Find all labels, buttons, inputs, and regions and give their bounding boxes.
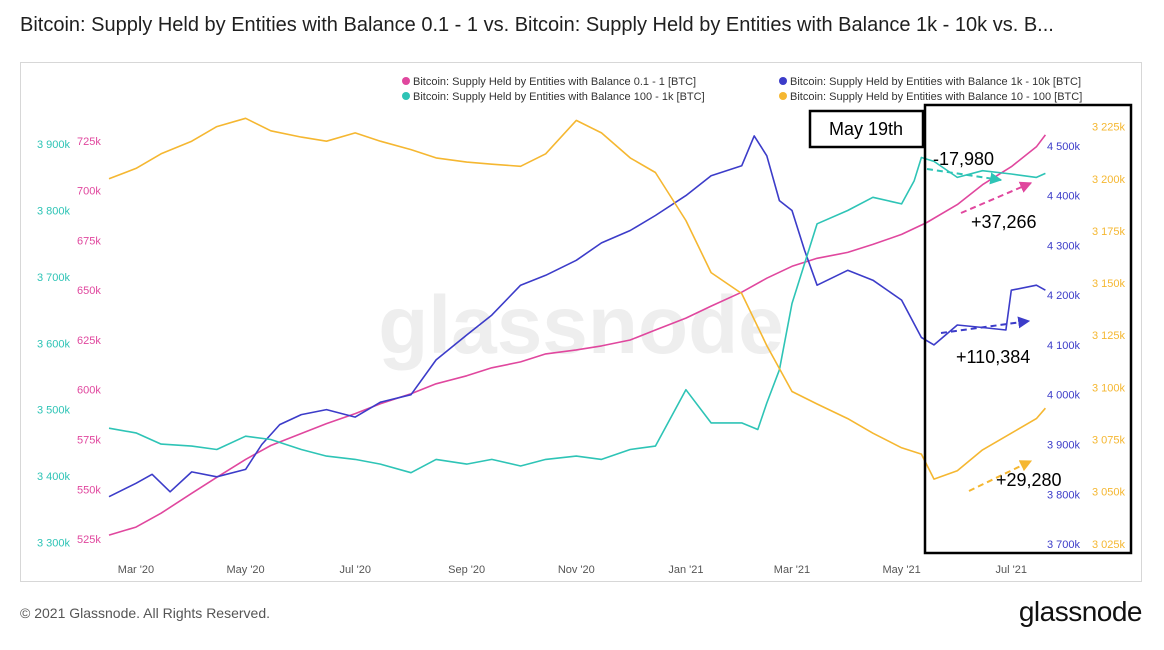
y-tick-label-axis-100-1k: 3 600k [37,338,71,350]
y-tick-label-axis-0-1: 725k [77,136,101,148]
chart-svg: glassnode Mar '20 May '20 Jul '20 Sep '20 No… [37,76,1133,576]
y-tick-label-axis-0-1: 650k [77,285,101,297]
legend-marker-100-1k [402,92,410,100]
arrow-10-100 [968,460,1033,492]
series-line-100-1k [108,156,1046,474]
series-layer [108,117,1047,536]
y-tick-label-axis-100-1k: 3 900k [37,139,71,151]
x-tick-label: May '21 [883,564,921,576]
change-label-1k-10k: +110,384 [956,347,1030,367]
y-tick-label-axis-100-1k: 3 700k [37,272,71,284]
y-tick-label-axis-0-1: 525k [77,534,101,546]
x-tick-label: Jul '20 [340,564,371,576]
y-tick-label-axis-1k-10k: 4 500k [1047,141,1081,153]
y-tick-label-axis-10-100: 3 150k [1092,278,1126,290]
highlight-box [923,103,1133,555]
date-callout-label: May 19th [829,119,903,139]
y-tick-label-axis-0-1: 600k [77,385,101,397]
y-tick-label-axis-1k-10k: 4 400k [1047,191,1081,203]
legend-marker-0-1 [402,77,410,85]
page-title: Bitcoin: Supply Held by Entities with Ba… [20,14,1054,36]
y-tick-label-axis-0-1: 675k [77,235,101,247]
series-line-10-100 [108,117,1047,480]
x-tick-label: Mar '20 [118,564,154,576]
brand-logo: glassnode [1018,596,1143,627]
series-line-1k-10k [108,135,1046,498]
y-tick-label-axis-10-100: 3 025k [1092,539,1126,551]
y-tick-label-axis-1k-10k: 4 000k [1047,390,1081,402]
y-tick-label-axis-10-100: 3 100k [1092,382,1126,394]
change-label-100-1k: -17,980 [933,149,994,169]
legend-entry-1k-10k: Bitcoin: Supply Held by Entities with Ba… [790,76,1081,88]
change-label-10-100: +29,280 [996,470,1062,490]
legend-entry-10-100: Bitcoin: Supply Held by Entities with Ba… [790,91,1082,103]
y-tick-label-axis-10-100: 3 050k [1092,487,1126,499]
y-tick-label-axis-0-1: 550k [77,484,101,496]
y-tick-label-axis-1k-10k: 3 800k [1047,489,1081,501]
y-tick-label-axis-10-100: 3 200k [1092,174,1126,186]
x-tick-label: Mar '21 [774,564,810,576]
change-label-0-1: +37,266 [971,212,1037,232]
legend: Bitcoin: Supply Held by Entities with Ba… [402,76,1082,103]
y-tick-label-axis-1k-10k: 3 900k [1047,439,1081,451]
chart-frame: glassnode Mar '20 May '20 Jul '20 Sep '20 No… [20,62,1142,582]
y-tick-label-axis-1k-10k: 4 200k [1047,290,1081,302]
series-line-0-1 [108,134,1047,536]
legend-entry-0-1: Bitcoin: Supply Held by Entities with Ba… [413,76,696,88]
date-callout-box [808,109,925,149]
y-tick-label-axis-100-1k: 3 500k [37,405,71,417]
y-tick-label-axis-10-100: 3 075k [1092,435,1126,447]
y-tick-label-axis-10-100: 3 225k [1092,122,1126,134]
y-tick-label-axis-10-100: 3 125k [1092,330,1126,342]
arrow-100-1k [926,168,1003,185]
y-tick-label-axis-10-100: 3 175k [1092,226,1126,238]
y-tick-label-axis-1k-10k: 3 700k [1047,539,1081,551]
y-tick-label-axis-0-1: 700k [77,186,101,198]
y-tick-label-axis-1k-10k: 4 300k [1047,240,1081,252]
y-tick-label-axis-100-1k: 3 400k [37,471,71,483]
legend-marker-1k-10k [779,77,787,85]
arrow-1k-10k [940,316,1031,334]
y-tick-label-axis-100-1k: 3 300k [37,537,71,549]
axis-layer: Mar '20 May '20 Jul '20 Sep '20 Nov '20 Jan '… [37,122,1125,576]
x-tick-label: Sep '20 [448,564,485,576]
x-tick-label: Nov '20 [558,564,595,576]
y-tick-label-axis-0-1: 625k [77,335,101,347]
y-tick-label-axis-1k-10k: 4 100k [1047,340,1081,352]
y-tick-label-axis-100-1k: 3 800k [37,206,71,218]
x-tick-label: Jan '21 [668,564,703,576]
x-tick-label: Jul '21 [996,564,1027,576]
watermark: glassnode [378,280,784,371]
legend-entry-100-1k: Bitcoin: Supply Held by Entities with Ba… [413,91,705,103]
y-tick-label-axis-0-1: 575k [77,435,101,447]
copyright-text: © 2021 Glassnode. All Rights Reserved. [20,605,271,621]
x-tick-label: May '20 [227,564,265,576]
arrow-0-1 [960,181,1033,214]
legend-marker-10-100 [779,92,787,100]
